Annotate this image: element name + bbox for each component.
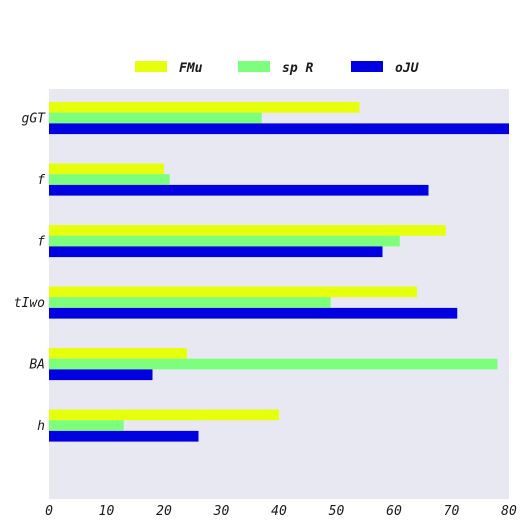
x-tick-label: 0 <box>45 504 53 519</box>
x-tick-label: 40 <box>271 504 287 519</box>
bar-oju-0 <box>49 123 509 135</box>
x-tick-label: 10 <box>99 504 115 519</box>
bar-sp-r-0 <box>49 112 262 124</box>
bar-fmu-1 <box>49 163 164 175</box>
legend-swatch <box>135 61 167 72</box>
bar-sp-r-1 <box>49 174 170 185</box>
bar-group <box>49 102 509 442</box>
bar-sp-r-3 <box>49 297 331 308</box>
bar-fmu-4 <box>49 348 187 359</box>
y-tick-label: BA <box>29 358 45 373</box>
x-tick-label: 50 <box>329 504 345 519</box>
bar-sp-r-5 <box>49 420 124 431</box>
x-tick-label: 30 <box>213 504 230 519</box>
bar-oju-3 <box>49 307 458 319</box>
x-tick-label: 70 <box>444 504 460 519</box>
legend: FMu sp R oJU <box>135 61 420 76</box>
x-tick-label: 60 <box>386 504 402 519</box>
y-tick-label: gGT <box>22 112 47 127</box>
legend-swatch <box>351 61 383 72</box>
bar-fmu-5 <box>49 409 279 421</box>
bar-oju-1 <box>49 184 429 196</box>
legend-label: sp R <box>282 61 313 76</box>
bar-fmu-2 <box>49 225 446 236</box>
x-axis-tick-labels: 0 10 20 30 40 50 60 70 80 <box>45 504 517 519</box>
legend-label: oJU <box>395 61 420 76</box>
x-tick-label: 80 <box>501 504 517 519</box>
y-tick-label: tIwo <box>14 296 45 311</box>
bar-oju-2 <box>49 246 383 258</box>
y-tick-label: f <box>37 173 45 188</box>
bar-sp-r-4 <box>49 358 498 370</box>
y-tick-label: f <box>37 235 45 250</box>
legend-swatch <box>238 61 270 72</box>
bar-oju-5 <box>49 430 199 442</box>
bar-fmu-3 <box>49 286 417 298</box>
y-tick-label: h <box>37 419 45 434</box>
bar-oju-4 <box>49 369 153 381</box>
bar-fmu-0 <box>49 102 360 113</box>
bar-sp-r-2 <box>49 235 400 247</box>
legend-label: FMu <box>179 61 203 76</box>
x-tick-label: 20 <box>156 504 172 519</box>
y-axis-tick-labels: gGT f f tIwo BA h <box>14 112 47 434</box>
